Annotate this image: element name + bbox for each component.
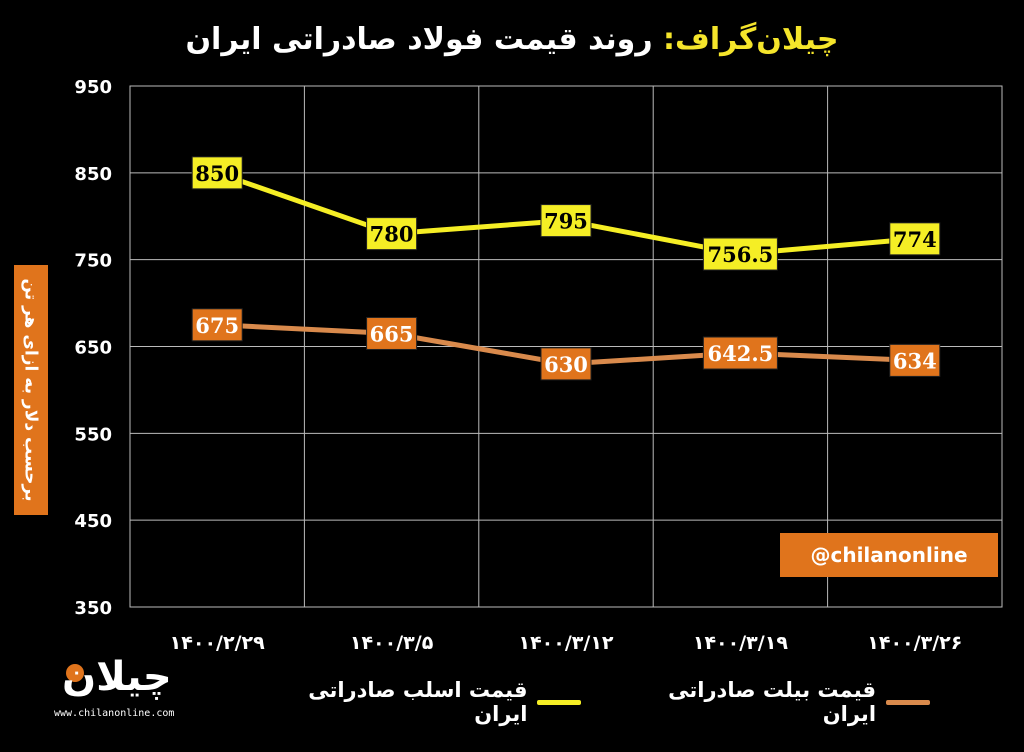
social-handle: @chilanonline xyxy=(780,533,998,577)
data-label-slab: 780 xyxy=(370,222,414,247)
x-tick-label: ۱۴۰۰/۲/۲۹ xyxy=(170,632,265,654)
x-tick-label: ۱۴۰۰/۳/۱۹ xyxy=(693,632,788,654)
logo-mark: چیلان xyxy=(62,654,174,700)
data-point-billet xyxy=(366,316,418,350)
data-point-slab xyxy=(540,204,592,238)
y-tick-label: 450 xyxy=(74,511,112,532)
data-label-billet: 642.5 xyxy=(708,341,774,366)
legend-item-billet: قیمت بیلت صادراتی ایران xyxy=(619,678,930,726)
legend-label-slab: قیمت اسلب صادراتی ایران xyxy=(308,678,528,726)
data-label-slab: 774 xyxy=(893,227,937,252)
x-tick-label: ۱۴۰۰/۳/۲۶ xyxy=(867,632,962,654)
legend-item-slab: قیمت اسلب صادراتی ایران xyxy=(260,678,582,726)
data-point-billet xyxy=(540,347,592,381)
legend-label-billet: قیمت بیلت صادراتی ایران xyxy=(668,678,877,726)
data-label-billet: 675 xyxy=(195,313,239,338)
y-tick-label: 850 xyxy=(74,164,112,185)
legend: قیمت اسلب صادراتی ایران قیمت بیلت صادرات… xyxy=(260,678,930,726)
data-label-billet: 630 xyxy=(544,352,588,377)
y-tick-label: 950 xyxy=(74,77,112,98)
data-point-billet xyxy=(191,308,243,342)
chilan-logo: چیلان www.chilanonline.com xyxy=(28,654,188,724)
y-tick-label: 550 xyxy=(74,424,112,445)
data-label-slab: 795 xyxy=(544,209,588,234)
data-point-billet xyxy=(702,336,778,370)
data-label-billet: 665 xyxy=(370,321,414,346)
brand-title: چیلان‌گراف: xyxy=(663,22,839,57)
y-axis-label: برحسب دلار به ازای هر تن xyxy=(21,278,41,502)
data-point-slab xyxy=(889,222,941,256)
data-label-slab: 756.5 xyxy=(708,242,774,267)
y-tick-label: 650 xyxy=(74,338,112,359)
logo-dot-icon xyxy=(66,664,84,682)
main-title: روند قیمت فولاد صادراتی ایران xyxy=(185,22,653,57)
data-point-slab xyxy=(702,237,778,271)
data-point-billet xyxy=(889,343,941,377)
data-label-billet: 634 xyxy=(893,348,937,373)
x-tick-label: ۱۴۰۰/۳/۵ xyxy=(350,632,434,654)
legend-swatch-slab xyxy=(537,699,582,705)
x-tick-label: ۱۴۰۰/۳/۱۲ xyxy=(518,632,613,654)
y-tick-label: 750 xyxy=(74,251,112,272)
y-axis-label-box: برحسب دلار به ازای هر تن xyxy=(14,265,48,515)
data-point-slab xyxy=(366,217,418,251)
logo-url: www.chilanonline.com xyxy=(54,708,175,719)
legend-swatch-billet xyxy=(886,699,930,705)
data-label-slab: 850 xyxy=(195,161,239,186)
chart-title: چیلان‌گراف: روند قیمت فولاد صادراتی ایرا… xyxy=(0,22,1024,57)
data-point-slab xyxy=(191,156,243,190)
y-tick-label: 350 xyxy=(74,598,112,619)
